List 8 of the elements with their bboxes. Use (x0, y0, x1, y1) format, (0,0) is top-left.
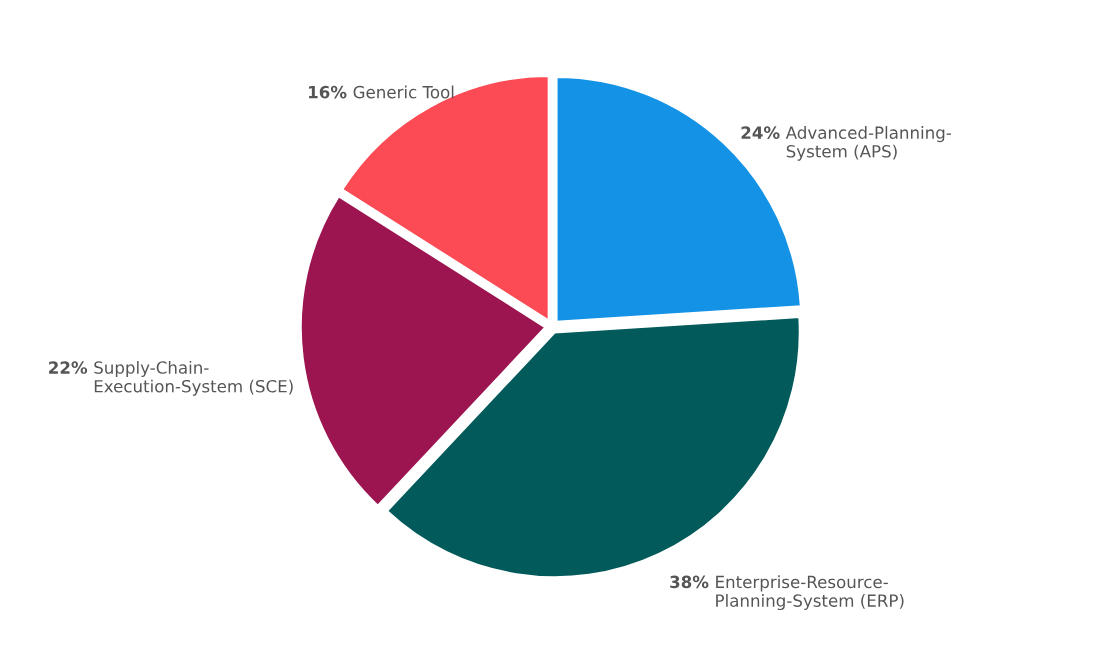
slice-label: Enterprise-Resource- Planning-System (ERP) (716, 575, 904, 611)
data-label: 16% (309, 85, 347, 99)
slice-label: Advanced-Planning- System (APS) (785, 126, 952, 161)
slice-label: Supply-Chain- Execution-System (SCE) (94, 360, 293, 396)
slice-label: Generic Tool (353, 85, 454, 99)
data-label: 38% (670, 575, 709, 589)
data-label: 24% (741, 126, 780, 139)
data-label: 22% (49, 361, 88, 374)
